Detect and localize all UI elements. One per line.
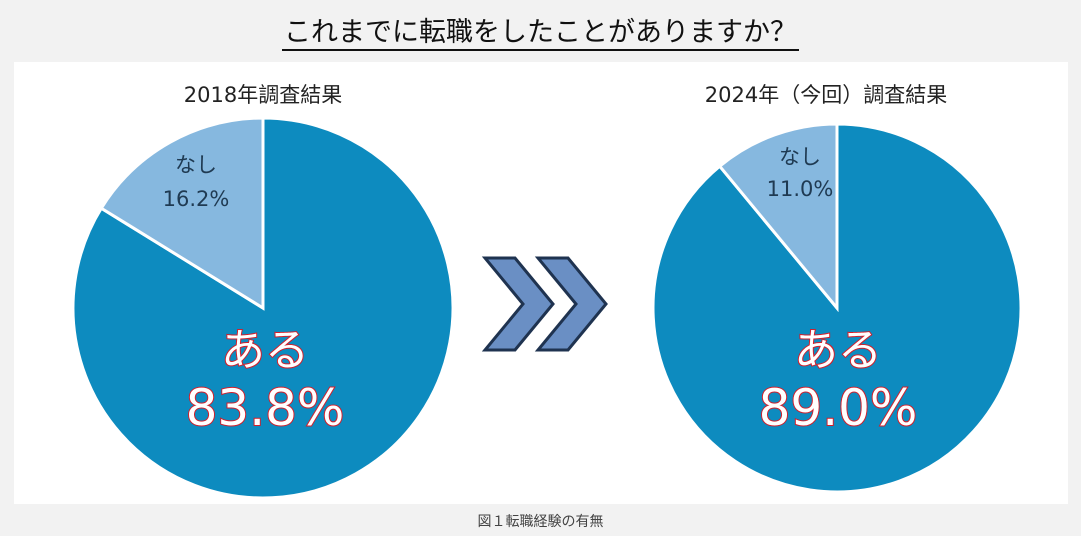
pie-0-no-value: 16.2%	[163, 187, 230, 211]
pie-0-no-label: なし	[175, 153, 217, 177]
chevron-arrow-icon-2	[534, 256, 608, 352]
pie-1-yes-value: 89.0%	[759, 379, 918, 437]
page-title-text: これまでに転職をしたことがありますか？	[282, 17, 799, 51]
pie-1-no-label: なし	[779, 145, 821, 169]
figure-caption: 図１転職経験の有無	[477, 514, 604, 530]
pie-1-yes-label: ある	[794, 325, 882, 376]
pie-0-yes-value: 83.8%	[186, 379, 345, 437]
pie-2018-title: 2018年調査結果	[184, 83, 342, 107]
page-title: これまでに転職をしたことがありますか？	[0, 10, 1081, 51]
pie-0-slice-no	[99, 116, 265, 311]
transition-arrows	[481, 256, 608, 352]
pie-1-slice-no	[717, 122, 839, 313]
pie-0-yes-label: ある	[221, 325, 309, 376]
pie-2024-title: 2024年（今回）調査結果	[705, 83, 947, 107]
pie-1-no-value: 11.0%	[767, 177, 834, 201]
chevron-arrow-icon-1	[481, 256, 555, 352]
pie-0-slice-yes	[71, 116, 455, 500]
